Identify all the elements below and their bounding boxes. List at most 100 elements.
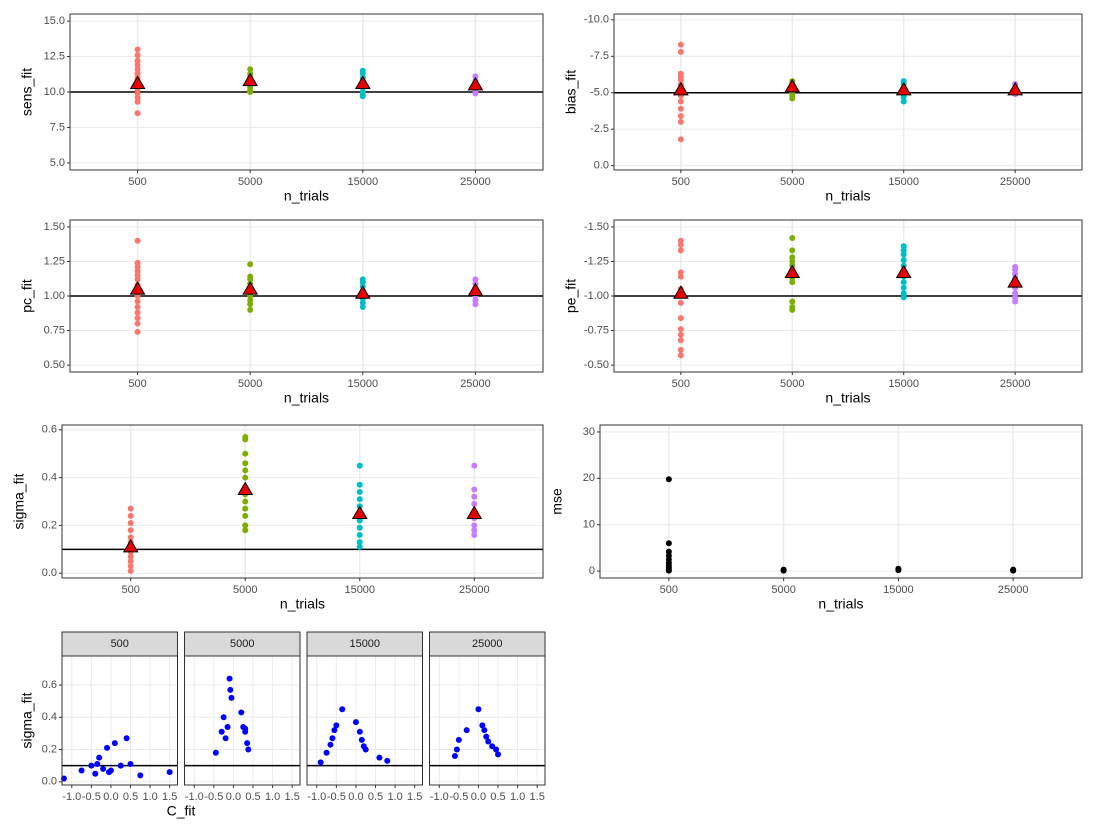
point [481,727,488,734]
point [127,505,134,512]
point [134,259,141,266]
point [134,66,141,73]
point [451,752,458,759]
facet-label: 15000 [349,638,380,650]
point [900,98,907,105]
point [789,95,796,102]
point [134,328,141,335]
point [1012,298,1019,305]
y-tick-label: 7.5 [50,121,65,133]
point [134,237,141,244]
y-tick-label: 1.50 [44,221,65,233]
point [359,93,366,100]
point [227,686,234,693]
mean-marker [354,75,371,89]
point [677,113,684,120]
y-tick-label: -10.0 [584,14,609,26]
point [134,57,141,64]
y-tick-label: 5.0 [50,157,65,169]
mean-marker [672,81,689,96]
x-tick-label: 0.5 [123,791,138,803]
point [242,498,249,505]
point [356,728,363,735]
point [123,735,130,742]
point [134,272,141,279]
point [127,520,134,527]
panel-border [61,655,178,786]
y-tick-label: 20 [583,472,595,484]
point [134,298,141,305]
point [677,299,684,306]
point [789,254,796,261]
y-tick-label: -2.5 [590,123,609,135]
y-tick-label: 0.2 [42,519,57,531]
mean-marker [129,281,146,295]
mean-marker [242,72,259,87]
point [895,567,902,574]
mean-marker [895,264,912,279]
point [483,733,490,740]
point [134,52,141,59]
point [1012,266,1019,273]
x-tick-label: -0.5 [327,791,346,803]
mean-marker [784,78,801,93]
panel [307,656,423,785]
point [471,462,478,469]
point [134,315,141,322]
mean-marker [672,285,689,299]
x-tick-label: 15000 [888,378,919,390]
facet-strip [429,631,546,657]
panel-border [429,655,546,786]
point [362,746,369,753]
y-axis-title: sigma_fit [11,473,27,529]
point [900,94,907,101]
x-tick-label: 0.5 [368,791,383,803]
y-tick-label: -7.5 [590,50,609,62]
x-tick-label: 15000 [348,176,379,188]
point [900,247,907,254]
point [127,534,134,541]
point [134,276,141,283]
point [455,736,462,743]
point [677,118,684,125]
panel-border [599,424,1083,579]
point [134,98,141,105]
point [472,301,479,308]
x-tick-label: 0.0 [226,791,241,803]
point [789,298,796,305]
point [242,460,249,467]
x-tick-label: 1.0 [510,791,525,803]
point [471,500,478,507]
point [677,41,684,48]
y-tick-label: 0.75 [44,324,65,336]
x-tick-label: 1.5 [407,791,422,803]
point [247,261,254,268]
point [238,709,245,716]
facet-strip [184,631,301,657]
y-tick-label: -0.50 [584,359,609,371]
point [472,276,479,283]
y-axis-title: mse [549,488,565,515]
point [339,706,346,713]
point [471,527,478,534]
point [358,736,365,743]
x-tick-label: 0.0 [348,791,363,803]
point [134,110,141,117]
point [242,450,249,457]
point [134,70,141,77]
x-tick-label: 25000 [1000,378,1031,390]
point [1012,294,1019,301]
x-axis-title: n_trials [280,596,325,612]
x-tick-label: 1.0 [265,791,280,803]
x-tick-label: 25000 [460,176,491,188]
x-tick-label: 15000 [348,378,379,390]
y-tick-label: 10 [583,519,595,531]
point [127,527,134,534]
point [134,94,141,101]
y-tick-label: 1.00 [44,290,65,302]
point [780,567,787,574]
point [677,337,684,344]
point [376,754,383,761]
point [127,553,134,560]
